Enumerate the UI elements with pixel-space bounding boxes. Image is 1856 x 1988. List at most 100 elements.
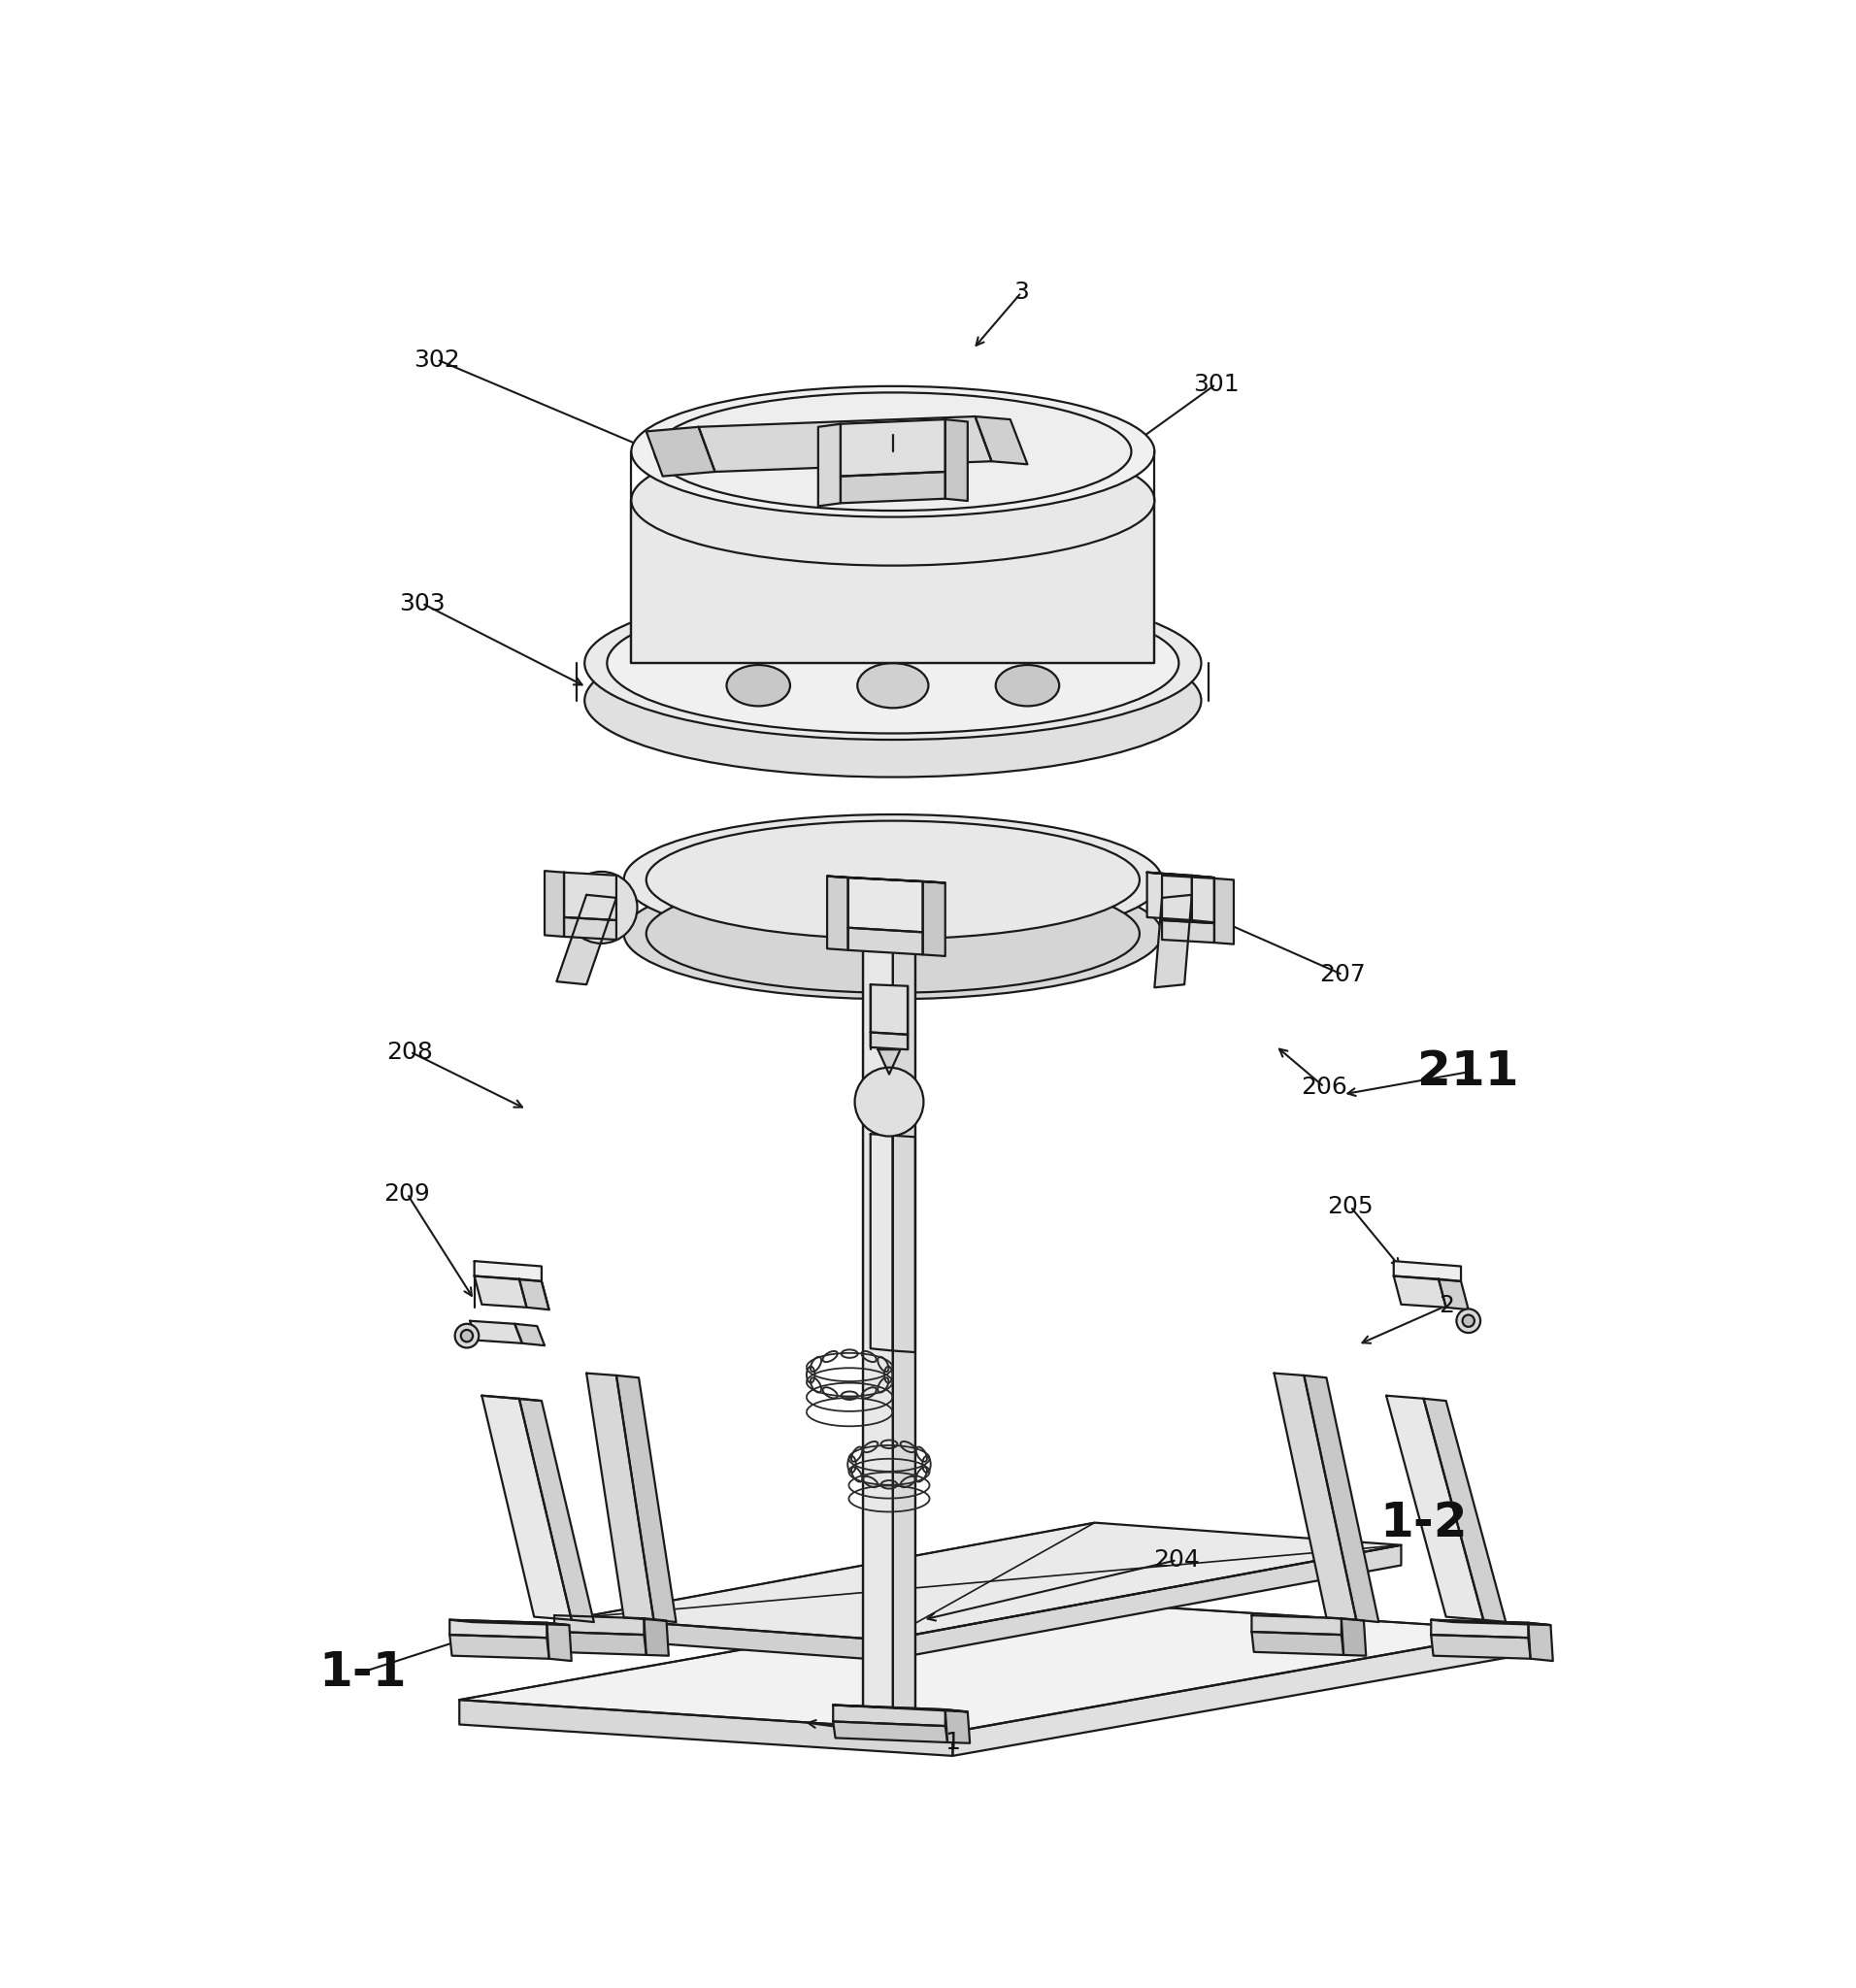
Ellipse shape [607, 592, 1179, 734]
Polygon shape [833, 1722, 947, 1741]
Ellipse shape [726, 664, 791, 706]
Polygon shape [952, 1630, 1522, 1755]
Polygon shape [548, 1622, 572, 1660]
Polygon shape [579, 1523, 1401, 1640]
Polygon shape [449, 1634, 549, 1658]
Polygon shape [863, 932, 893, 1724]
Ellipse shape [857, 664, 928, 708]
Polygon shape [893, 934, 915, 1726]
Polygon shape [520, 1400, 594, 1622]
Text: 1: 1 [945, 1732, 960, 1753]
Polygon shape [1386, 1396, 1483, 1620]
Ellipse shape [655, 392, 1132, 511]
Ellipse shape [631, 435, 1154, 565]
Polygon shape [818, 423, 841, 507]
Polygon shape [848, 877, 922, 932]
Text: 211: 211 [1418, 1048, 1520, 1095]
Text: 302: 302 [414, 348, 460, 372]
Circle shape [856, 1068, 924, 1137]
Polygon shape [449, 1620, 570, 1624]
Text: 208: 208 [386, 1040, 432, 1064]
Circle shape [460, 1330, 473, 1342]
Polygon shape [460, 1598, 1522, 1732]
Polygon shape [564, 873, 616, 920]
Polygon shape [564, 916, 616, 940]
Polygon shape [1342, 1618, 1366, 1656]
Polygon shape [1162, 875, 1214, 922]
Polygon shape [460, 1700, 952, 1755]
Polygon shape [586, 1374, 653, 1620]
Polygon shape [828, 877, 848, 950]
Polygon shape [1162, 920, 1214, 942]
Text: 2: 2 [1438, 1294, 1453, 1318]
Polygon shape [646, 427, 715, 477]
Polygon shape [698, 415, 991, 471]
Polygon shape [475, 1276, 527, 1308]
Circle shape [455, 1324, 479, 1348]
Polygon shape [470, 1320, 522, 1344]
Polygon shape [555, 1632, 646, 1654]
Ellipse shape [585, 586, 1201, 740]
Polygon shape [1527, 1622, 1553, 1660]
Circle shape [1463, 1314, 1474, 1326]
Polygon shape [555, 1616, 644, 1634]
Text: 301: 301 [1193, 372, 1240, 396]
Polygon shape [520, 1278, 549, 1310]
Text: 204: 204 [1154, 1549, 1201, 1573]
Polygon shape [885, 1545, 1401, 1660]
Ellipse shape [995, 664, 1060, 706]
Polygon shape [848, 928, 922, 954]
Text: 207: 207 [1320, 962, 1366, 986]
Polygon shape [1251, 1632, 1344, 1654]
Polygon shape [922, 881, 945, 956]
Text: 303: 303 [399, 592, 445, 614]
Polygon shape [870, 1133, 893, 1350]
Polygon shape [870, 1032, 908, 1050]
Text: 209: 209 [384, 1183, 431, 1205]
Polygon shape [945, 1710, 971, 1743]
Polygon shape [1147, 873, 1192, 920]
Polygon shape [1431, 1634, 1531, 1658]
Polygon shape [1251, 1616, 1342, 1634]
Text: 1-1: 1-1 [317, 1648, 406, 1696]
Polygon shape [579, 1618, 885, 1660]
Polygon shape [833, 1706, 945, 1726]
Ellipse shape [646, 875, 1140, 992]
Circle shape [1457, 1308, 1481, 1332]
Polygon shape [1394, 1260, 1461, 1280]
Polygon shape [1214, 879, 1234, 944]
Polygon shape [828, 877, 945, 883]
Text: 3: 3 [1013, 280, 1030, 304]
Polygon shape [475, 1260, 542, 1280]
Circle shape [566, 871, 637, 944]
Polygon shape [514, 1324, 544, 1346]
Polygon shape [1154, 895, 1192, 988]
Ellipse shape [585, 624, 1201, 777]
Polygon shape [616, 1376, 676, 1622]
Polygon shape [544, 871, 564, 936]
Polygon shape [1147, 873, 1214, 877]
Polygon shape [1273, 1374, 1357, 1620]
Polygon shape [1431, 1620, 1550, 1624]
Polygon shape [1394, 1276, 1446, 1308]
Polygon shape [974, 415, 1028, 465]
Polygon shape [1431, 1620, 1527, 1638]
Text: 205: 205 [1327, 1195, 1373, 1219]
Polygon shape [1424, 1400, 1505, 1622]
Polygon shape [1305, 1376, 1379, 1622]
Ellipse shape [631, 386, 1154, 517]
Ellipse shape [624, 815, 1162, 944]
Polygon shape [1438, 1278, 1468, 1310]
Polygon shape [870, 984, 908, 1034]
Polygon shape [878, 1050, 900, 1074]
Polygon shape [631, 501, 1154, 664]
Polygon shape [945, 419, 967, 501]
Polygon shape [483, 1396, 572, 1620]
Polygon shape [1192, 875, 1214, 922]
Polygon shape [893, 1135, 915, 1352]
Polygon shape [449, 1620, 548, 1638]
Text: 1-2: 1-2 [1379, 1499, 1468, 1547]
Ellipse shape [624, 869, 1162, 1000]
Polygon shape [841, 471, 945, 503]
Polygon shape [833, 1706, 967, 1712]
